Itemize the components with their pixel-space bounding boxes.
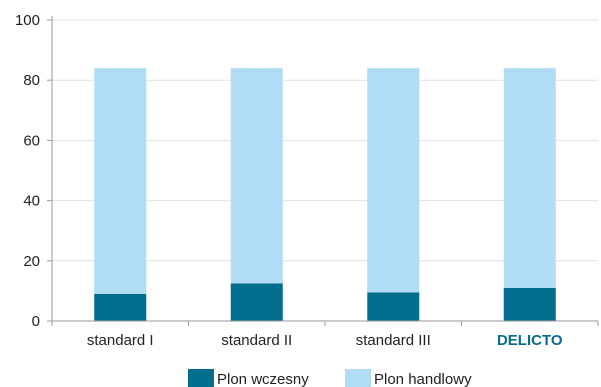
x-tick-label: standard I: [87, 332, 154, 349]
bar-commercial: [367, 68, 420, 293]
bar-early: [503, 287, 556, 321]
y-tick-label: 0: [32, 313, 40, 330]
y-tick-label: 80: [23, 72, 40, 89]
legend-label: Plon handlowy: [374, 371, 472, 387]
y-tick-label: 60: [23, 132, 40, 149]
bar-early: [367, 292, 420, 321]
bar-commercial: [230, 68, 283, 284]
bar-commercial: [94, 68, 147, 294]
y-tick-label: 20: [23, 253, 40, 270]
legend-swatch: [345, 369, 371, 387]
y-tick-labels: 0 20 40 60 80 100: [15, 12, 40, 330]
axes: [47, 16, 599, 326]
legend: Plon wczesny Plon handlowy: [188, 369, 472, 387]
y-tick-label: 40: [23, 193, 40, 210]
legend-swatch: [188, 369, 214, 387]
x-tick-labels: standard I standard II standard III DELICTO: [87, 332, 563, 349]
bar-early: [230, 283, 283, 321]
legend-label: Plon wczesny: [217, 371, 309, 387]
x-tick-label: DELICTO: [497, 332, 563, 349]
bar-early: [94, 293, 147, 321]
bar-commercial: [503, 68, 556, 288]
x-tick-label: standard III: [356, 332, 431, 349]
y-tick-label: 100: [15, 12, 40, 29]
bars: [94, 68, 556, 321]
x-tick-label: standard II: [221, 332, 292, 349]
